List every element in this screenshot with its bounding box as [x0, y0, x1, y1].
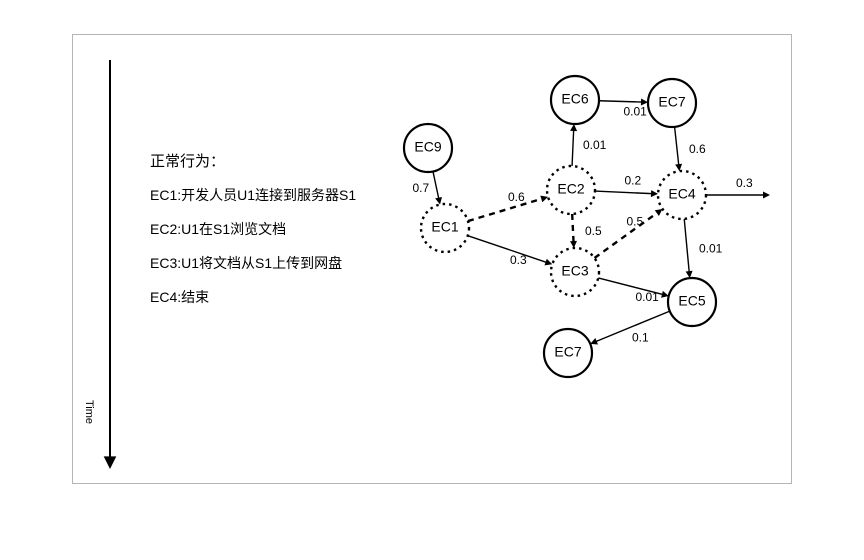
edge-label: 0.01: [624, 105, 648, 119]
edge: [595, 191, 652, 194]
edge: [599, 101, 642, 102]
node-label-ec3: EC3: [561, 263, 588, 279]
node-label-ec2: EC2: [557, 181, 584, 197]
node-label-ec5: EC5: [678, 293, 705, 309]
node-label-ec1: EC1: [431, 219, 458, 235]
node-label-ec9: EC9: [414, 139, 441, 155]
edge-label: 0.01: [636, 290, 660, 304]
edge-label: 0.1: [632, 331, 649, 345]
node-label-ec4: EC4: [668, 186, 695, 202]
edge-label: 0.01: [699, 242, 723, 256]
edge: [468, 236, 547, 263]
edge-label: 0.5: [585, 224, 602, 238]
edge-label: 0.3: [510, 253, 527, 267]
edge: [468, 199, 542, 221]
edge-label: 0.6: [689, 142, 706, 156]
node-label-ec7a: EC7: [658, 94, 685, 110]
edge: [684, 219, 689, 272]
edge-label: 0.3: [736, 176, 753, 190]
edge: [675, 127, 679, 165]
node-label-ec6: EC6: [561, 91, 588, 107]
graph-canvas: 0.7 0.6 0.3 0.01 0.01 0.6 0.2 0.5 0.5 0.3 0.01 0.01…: [0, 0, 864, 560]
edge: [433, 171, 439, 198]
edge-label: 0.6: [508, 190, 525, 204]
node-label-ec7b: EC7: [554, 344, 581, 360]
edge: [572, 130, 574, 166]
edge: [572, 214, 573, 242]
edge-label: 0.01: [583, 138, 607, 152]
edge-label: 0.5: [627, 215, 644, 229]
edge-label: 0.2: [625, 174, 642, 188]
edge-label: 0.7: [413, 181, 430, 195]
